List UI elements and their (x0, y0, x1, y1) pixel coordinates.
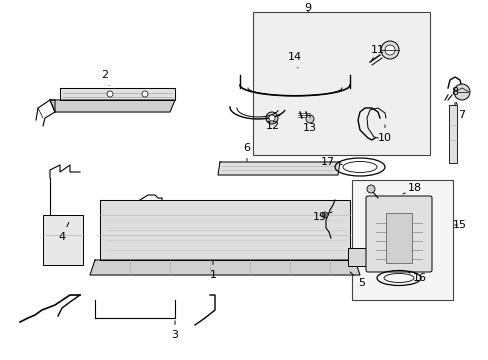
Text: 19: 19 (312, 212, 331, 222)
Polygon shape (218, 162, 339, 175)
Circle shape (321, 212, 327, 218)
Bar (347, 248, 365, 266)
Text: 2: 2 (101, 70, 109, 85)
Text: 11: 11 (370, 45, 384, 60)
Text: 17: 17 (320, 157, 342, 167)
Text: 9: 9 (304, 3, 311, 13)
Text: 10: 10 (377, 125, 391, 143)
Polygon shape (50, 100, 55, 112)
Text: 5: 5 (349, 272, 365, 288)
Circle shape (453, 84, 469, 100)
FancyBboxPatch shape (365, 196, 431, 272)
Text: 7: 7 (455, 103, 465, 120)
Text: 18: 18 (402, 183, 421, 194)
Text: 8: 8 (450, 87, 458, 105)
Circle shape (268, 115, 274, 121)
Polygon shape (100, 200, 349, 260)
Text: 4: 4 (59, 222, 69, 242)
Polygon shape (90, 260, 359, 275)
Text: 12: 12 (265, 115, 280, 131)
Circle shape (107, 91, 113, 97)
Circle shape (265, 112, 278, 124)
Bar (43, 215, 83, 265)
Circle shape (380, 41, 398, 59)
Circle shape (305, 115, 313, 123)
Text: 15: 15 (452, 220, 466, 230)
Bar (385, 213, 411, 263)
Text: 14: 14 (287, 52, 302, 68)
Bar (252, 12, 429, 155)
Text: 3: 3 (171, 321, 178, 340)
Circle shape (142, 91, 148, 97)
Text: 13: 13 (303, 115, 316, 133)
Bar (448, 105, 456, 163)
Bar (351, 180, 452, 300)
Polygon shape (60, 88, 175, 100)
Text: 6: 6 (243, 143, 250, 161)
Circle shape (384, 45, 394, 55)
Text: 1: 1 (209, 261, 216, 280)
Polygon shape (50, 100, 175, 112)
Text: 16: 16 (407, 272, 426, 283)
Circle shape (366, 185, 374, 193)
